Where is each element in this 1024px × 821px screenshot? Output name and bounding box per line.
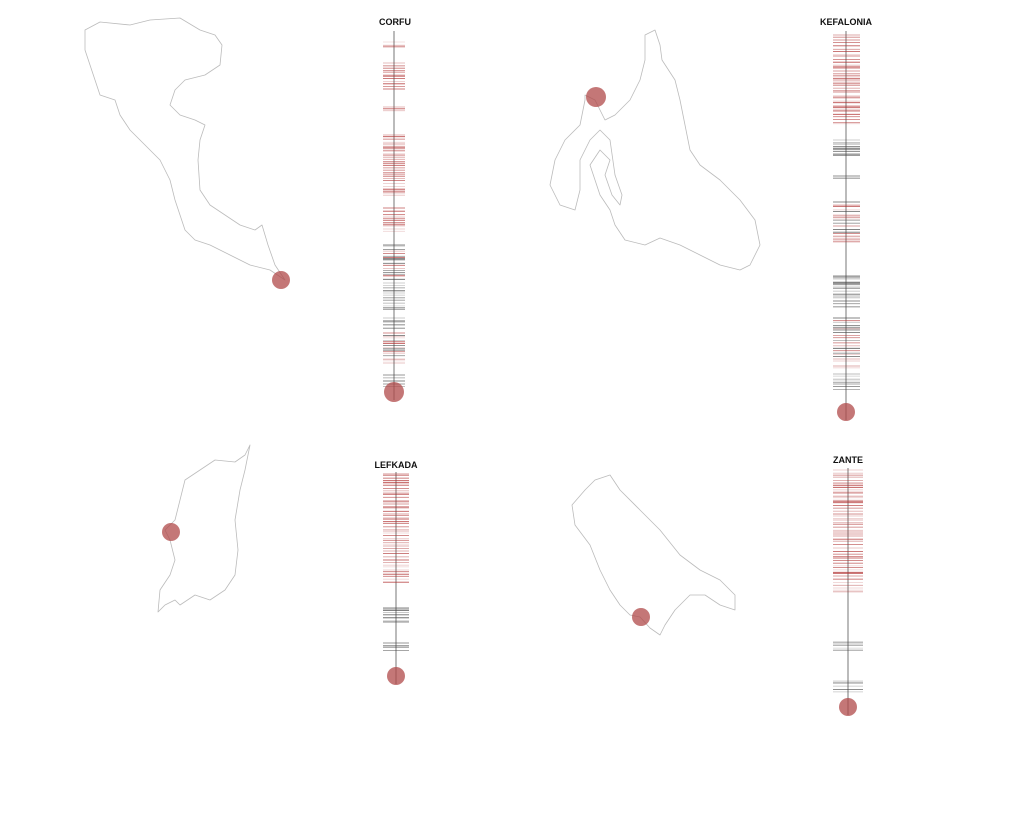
panel-title: KEFALONIA (820, 17, 873, 27)
island-outline (549, 29, 761, 271)
barcode-strip (833, 469, 863, 693)
location-dot (586, 87, 606, 107)
panel-zante: ZANTE (571, 455, 863, 716)
end-dot (384, 382, 404, 402)
location-dot (272, 271, 290, 289)
panel-lefkada: LEFKADA (157, 444, 418, 685)
panel-kefalonia: KEFALONIA (549, 17, 873, 421)
island-outline (84, 17, 286, 281)
location-dot (632, 608, 650, 626)
barcode-strip (833, 34, 860, 390)
panel-title: ZANTE (833, 455, 863, 465)
barcode-strip (383, 473, 409, 651)
panel-title: CORFU (379, 17, 411, 27)
panel-corfu: CORFU (84, 17, 411, 402)
panel-title: LEFKADA (375, 460, 418, 470)
location-dot (162, 523, 180, 541)
island-outline (571, 474, 736, 636)
barcode-strip (383, 41, 405, 387)
end-dot (387, 667, 405, 685)
end-dot (837, 403, 855, 421)
end-dot (839, 698, 857, 716)
